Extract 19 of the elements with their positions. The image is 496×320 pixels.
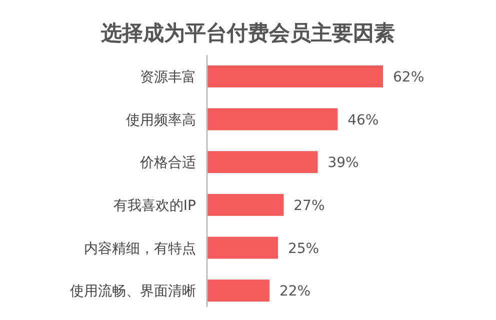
chart-title: 选择成为平台付费会员主要因素	[100, 21, 395, 45]
data-label: 39%	[328, 155, 359, 172]
y-tick-label: 使用流畅、界面清晰	[70, 284, 196, 300]
bar	[207, 108, 338, 130]
data-label: 46%	[348, 112, 379, 128]
bar	[207, 151, 318, 174]
data-label: 22%	[279, 284, 311, 300]
y-tick-label: 价格合适	[139, 155, 196, 172]
bar	[207, 280, 270, 302]
y-tick-label: 有我喜欢的IP	[113, 198, 196, 214]
y-tick-label: 使用频率高	[126, 112, 196, 128]
bar	[207, 65, 383, 88]
data-label: 27%	[294, 198, 325, 214]
y-tick-label: 内容精细，有特点	[84, 240, 196, 257]
y-tick-label: 资源丰富	[140, 69, 196, 86]
bar	[207, 194, 284, 216]
data-label: 25%	[288, 240, 320, 257]
data-label: 62%	[393, 69, 424, 86]
bar	[207, 236, 278, 259]
